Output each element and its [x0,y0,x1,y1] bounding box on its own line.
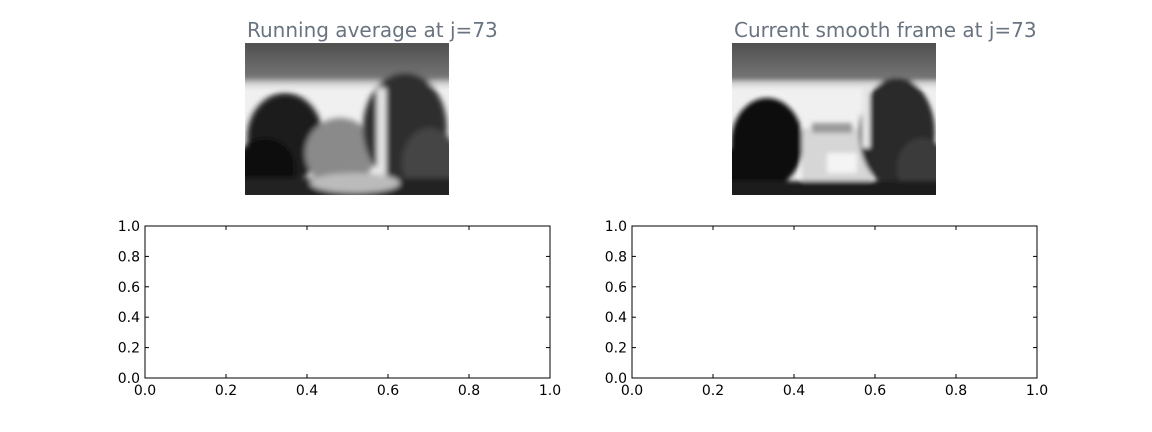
x-tick-label: 0.2 [215,383,237,399]
x-tick-label: 0.0 [134,383,156,399]
y-tick-label: 1.0 [118,219,140,235]
y-tick-label: 0.6 [118,280,140,296]
y-tick-label: 0.4 [118,310,140,326]
x-tick-label: 1.0 [539,383,561,399]
y-tick-label: 0.2 [605,341,627,357]
y-tick-label: 0.4 [605,310,627,326]
x-tick-label: 0.6 [864,383,886,399]
x-tick-label: 0.6 [377,383,399,399]
y-tick-label: 0.2 [118,341,140,357]
y-tick-label: 0.6 [605,280,627,296]
x-tick-label: 0.8 [458,383,480,399]
y-tick-label: 0.0 [118,371,140,387]
x-tick-label: 0.4 [783,383,805,399]
y-tick-label: 1.0 [605,219,627,235]
y-tick-label: 0.0 [605,371,627,387]
x-tick-label: 0.4 [296,383,318,399]
current-smooth-frame-photo [732,43,936,195]
bottom-right-axes: 0.0 0.2 0.4 0.6 0.8 1.0 0.0 0.2 0.4 0.6 0.8 1.0 [605,219,1048,399]
running-average-photo [245,43,449,195]
x-tick-label: 1.0 [1026,383,1048,399]
current-smooth-frame-image [732,43,936,195]
x-tick-label: 0.2 [702,383,724,399]
y-tick-label: 0.8 [605,249,627,265]
bottom-left-axes: 0.0 0.2 0.4 0.6 0.8 1.0 0.0 0.2 0.4 0.6 0.8 1.0 [118,219,561,399]
y-tick-label: 0.8 [118,249,140,265]
x-tick-label: 0.0 [621,383,643,399]
axes-frame [144,225,551,379]
x-tick-label: 0.8 [945,383,967,399]
running-average-image [245,43,449,195]
axes-frame [631,225,1038,379]
